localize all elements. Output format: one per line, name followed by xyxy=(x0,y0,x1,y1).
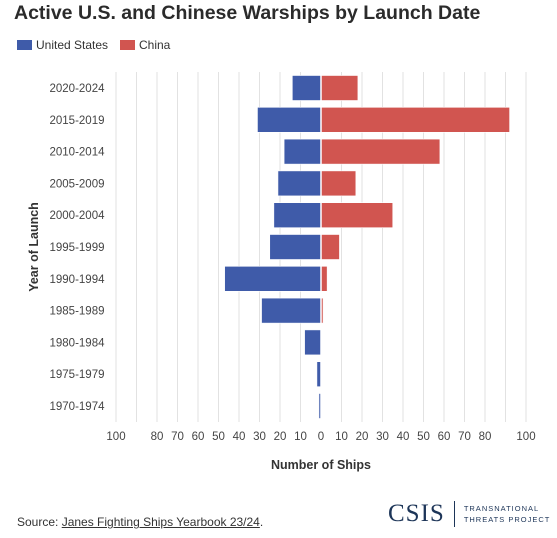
bar-china xyxy=(320,265,328,292)
bar-china xyxy=(320,170,357,197)
bar-united-states xyxy=(261,297,322,324)
bar-united-states xyxy=(277,170,322,197)
legend-swatch-china xyxy=(120,40,135,50)
x-tick-label: 50 xyxy=(212,431,225,443)
source-note: Source: Janes Fighting Ships Yearbook 23… xyxy=(17,515,263,529)
bar-china xyxy=(320,75,359,101)
x-tick-label: 60 xyxy=(438,431,451,443)
x-tick-label: 40 xyxy=(397,431,410,443)
y-tick-label: 1980-1984 xyxy=(50,337,106,349)
bar-united-states xyxy=(273,202,322,228)
bar-china xyxy=(320,202,394,228)
bar-united-states xyxy=(304,329,322,356)
x-tick-label: 40 xyxy=(233,431,246,443)
logo-tagline-line-2: THREATS PROJECT xyxy=(463,515,551,524)
bar-united-states xyxy=(269,234,322,260)
bar-united-states xyxy=(224,265,322,292)
bar-china xyxy=(320,138,441,165)
legend-item-united-states: United States xyxy=(17,38,108,52)
bar-united-states xyxy=(283,138,322,165)
y-tick-label: 1995-1999 xyxy=(50,242,105,254)
x-tick-label: 30 xyxy=(376,431,389,443)
x-tick-label: 70 xyxy=(458,431,471,443)
x-tick-label: 100 xyxy=(516,431,535,443)
x-tick-label: 10 xyxy=(294,431,307,443)
x-tick-label: 80 xyxy=(151,431,164,443)
legend-label-china: China xyxy=(139,38,171,52)
source-prefix: Source: xyxy=(17,515,62,529)
x-axis-title: Number of Ships xyxy=(271,458,371,472)
bar-united-states xyxy=(257,107,322,133)
source-link[interactable]: Janes Fighting Ships Yearbook 23/24 xyxy=(61,515,260,529)
bar-united-states xyxy=(291,75,322,101)
x-tick-label: 60 xyxy=(192,431,205,443)
y-tick-label: 1985-1989 xyxy=(50,306,105,318)
logo-tagline-line-1: TRANSNATIONAL xyxy=(463,504,540,513)
x-tick-label: 70 xyxy=(171,431,184,443)
x-tick-label: 20 xyxy=(274,431,287,443)
x-tick-label: 100 xyxy=(106,431,125,443)
x-tick-label: 0 xyxy=(318,431,324,443)
y-tick-label: 1970-1974 xyxy=(50,401,106,413)
x-tick-label: 30 xyxy=(253,431,266,443)
chart-title: Active U.S. and Chinese Warships by Laun… xyxy=(14,2,481,24)
y-axis-title: Year of Launch xyxy=(27,202,41,292)
x-tick-label: 10 xyxy=(335,431,348,443)
y-tick-label: 2020-2024 xyxy=(50,83,106,95)
logo-wordmark: CSIS xyxy=(388,500,445,527)
x-tick-label: 20 xyxy=(356,431,369,443)
logo-divider xyxy=(453,501,455,527)
y-tick-label: 1975-1979 xyxy=(50,369,105,381)
y-tick-label: 2015-2019 xyxy=(50,115,105,127)
bar-china xyxy=(320,107,510,133)
csis-logo: CSIS TRANSNATIONAL THREATS PROJECT xyxy=(388,500,550,528)
x-tick-label: 50 xyxy=(417,431,430,443)
source-suffix: . xyxy=(259,515,264,529)
legend-label-united-states: United States xyxy=(36,38,109,52)
y-tick-label: 2005-2009 xyxy=(50,178,105,190)
legend-item-china: China xyxy=(120,38,170,52)
logo-tagline: TRANSNATIONAL THREATS PROJECT xyxy=(464,503,551,525)
x-tick-label: 80 xyxy=(479,431,492,443)
y-tick-label: 2010-2014 xyxy=(50,147,106,159)
y-tick-label: 2000-2004 xyxy=(50,210,106,222)
legend-swatch-united-states xyxy=(17,40,32,50)
y-tick-label: 1990-1994 xyxy=(50,274,106,286)
bar-china xyxy=(320,234,340,260)
